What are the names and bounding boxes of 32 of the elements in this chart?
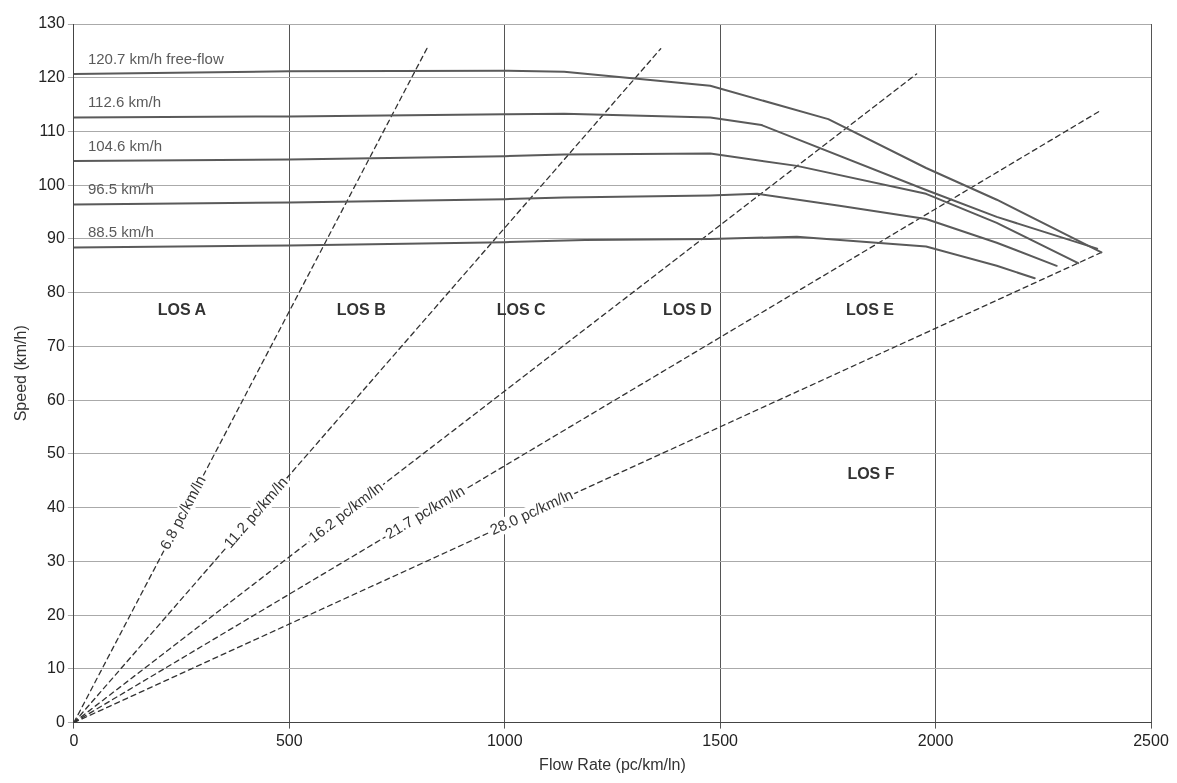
x-tick-label: 1500 — [702, 731, 739, 749]
y-tick-label: 10 — [47, 659, 65, 677]
series-label: 104.6 km/h — [87, 136, 163, 154]
y-tick-label: 100 — [38, 175, 65, 193]
y-tick-label: 70 — [47, 336, 65, 354]
annotation: LOS B — [336, 300, 386, 318]
y-tick-label: 40 — [47, 498, 65, 516]
series-label: 96.5 km/h — [87, 180, 154, 198]
y-tick-label: 80 — [47, 283, 65, 301]
series-label: 120.7 km/h free-flow — [87, 49, 224, 67]
y-tick-label: 110 — [39, 121, 65, 139]
annotation: LOS F — [847, 465, 895, 482]
annotation: LOS A — [157, 300, 207, 318]
annotation: LOS D — [662, 300, 712, 318]
y-tick-label: 20 — [47, 605, 65, 623]
annotation: LOS E — [845, 300, 895, 318]
series-label: 88.5 km/h — [87, 223, 154, 241]
x-tick-label: 2500 — [1133, 731, 1169, 749]
x-axis-title: Flow Rate (pc/km/ln) — [539, 755, 686, 773]
y-tick-label: 130 — [38, 14, 65, 32]
series-label: 112.6 km/h — [87, 93, 161, 111]
x-tick-label: 2000 — [917, 731, 954, 749]
y-tick-label: 120 — [38, 68, 65, 86]
y-tick-label: 90 — [47, 229, 65, 247]
x-tick-label: 0 — [69, 731, 79, 749]
y-tick-label: 50 — [47, 444, 65, 462]
y-tick-label: 0 — [55, 713, 65, 731]
x-tick-label: 500 — [275, 731, 303, 749]
y-tick-label: 30 — [47, 551, 65, 569]
y-axis-title: Speed (km/h) — [12, 325, 30, 422]
y-tick-label: 60 — [47, 390, 65, 408]
x-tick-label: 1000 — [486, 731, 523, 749]
